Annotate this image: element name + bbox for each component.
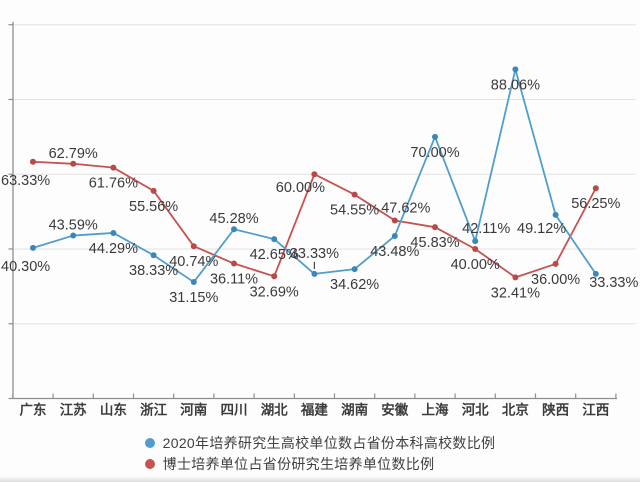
x-axis-label: 陕西	[542, 402, 569, 418]
data-label: 40.30%	[1, 259, 50, 275]
data-point	[190, 243, 197, 250]
data-point	[231, 260, 237, 267]
data-point	[432, 133, 438, 140]
data-label: 31.15%	[169, 290, 218, 306]
data-label: 45.28%	[209, 211, 258, 227]
data-point	[70, 160, 77, 167]
data-label: 49.12%	[517, 221, 566, 237]
data-label: 36.11%	[210, 272, 258, 288]
data-point	[271, 236, 278, 243]
legend-rows: 2020年培养研究生高校单位数占省份本科高校数比例 博士培养单位占省份研究生培养…	[144, 433, 496, 474]
data-label: 32.69%	[250, 284, 299, 300]
data-point	[311, 270, 318, 277]
data-point	[512, 274, 519, 281]
data-point	[391, 217, 398, 224]
data-label: 42.65%	[250, 247, 299, 263]
data-label: 43.48%	[370, 244, 419, 260]
data-point	[70, 232, 77, 239]
x-axis-label: 湖北	[261, 403, 288, 418]
x-axis-label: 江西	[582, 402, 609, 418]
data-point	[110, 229, 117, 236]
x-axis-label: 广东	[20, 402, 47, 418]
x-axis-label: 湖南	[341, 402, 368, 418]
line-chart: 广东 江苏 山东 浙江 河南 四川 湖北 福建 湖南 安徽 上海 河北 北京 陕西 江西 40.30% 43.5…	[1, 21, 638, 418]
data-point	[30, 244, 36, 251]
data-label: 34.62%	[330, 277, 379, 293]
data-point	[351, 191, 358, 198]
data-point	[231, 226, 237, 233]
data-point	[30, 158, 36, 165]
legend-label: 博士培养单位占省份研究生培养单位数比例	[162, 456, 435, 472]
data-label: 40.00%	[451, 257, 500, 273]
x-axis-label: 安徽	[381, 402, 408, 418]
data-point	[552, 260, 559, 267]
data-label: 62.79%	[49, 146, 98, 162]
x-axis-label: 上海	[422, 402, 449, 418]
data-label: 61.76%	[89, 176, 138, 192]
x-axis-label: 北京	[502, 402, 529, 418]
data-point	[311, 171, 318, 178]
data-label: 63.33%	[1, 173, 50, 189]
data-point	[512, 66, 519, 73]
data-label: 38.33%	[129, 263, 178, 279]
data-point	[190, 279, 197, 286]
data-point	[592, 185, 599, 192]
data-point	[150, 252, 157, 259]
x-axis-label: 河南	[180, 402, 207, 418]
data-point	[391, 232, 398, 239]
legend-marker-red-icon	[144, 459, 155, 469]
data-point	[150, 187, 157, 194]
photo-edge-artifact	[0, 476, 640, 482]
data-label: 45.83%	[410, 235, 459, 251]
legend-item-undergrad-ratio: 2020年培养研究生高校单位数占省份本科高校数比例	[144, 433, 496, 453]
data-point	[271, 273, 278, 280]
data-label: 47.62%	[381, 200, 430, 216]
data-point	[592, 270, 599, 277]
data-label: 32.41%	[491, 285, 540, 301]
data-label: 33.33%	[589, 275, 638, 291]
data-label: 44.29%	[89, 241, 138, 257]
legend-label: 2020年培养研究生高校单位数占省份本科高校数比例	[162, 435, 496, 451]
data-label: 55.56%	[129, 199, 178, 215]
data-label: 60.00%	[276, 180, 325, 196]
data-point	[432, 224, 438, 231]
data-point	[472, 245, 479, 252]
data-point	[472, 238, 479, 245]
x-axis-label: 河北	[462, 402, 489, 418]
data-label: 43.59%	[49, 218, 98, 234]
x-axis-label: 浙江	[140, 402, 167, 418]
chart-legend: 2020年培养研究生高校单位数占省份本科高校数比例 博士培养单位占省份研究生培养…	[0, 433, 640, 474]
data-point	[110, 164, 117, 171]
legend-item-doctoral-ratio: 博士培养单位占省份研究生培养单位数比例	[144, 454, 435, 474]
data-label: 40.74%	[169, 254, 218, 270]
data-point	[351, 266, 358, 273]
data-label: 36.00%	[531, 272, 580, 288]
x-axis-label: 山东	[100, 402, 127, 418]
data-label: 70.00%	[410, 145, 459, 161]
data-point	[552, 211, 559, 218]
x-axis-label: 福建	[300, 402, 328, 418]
x-axis-label: 江苏	[60, 402, 87, 418]
data-label: 56.25%	[571, 196, 620, 212]
data-label: 33.33%	[290, 246, 339, 262]
data-label: 42.11%	[462, 221, 510, 237]
data-label: 88.06%	[491, 77, 540, 93]
x-axis-label: 四川	[221, 403, 248, 418]
data-label: 54.55%	[330, 203, 379, 219]
legend-marker-blue-icon	[144, 438, 155, 448]
